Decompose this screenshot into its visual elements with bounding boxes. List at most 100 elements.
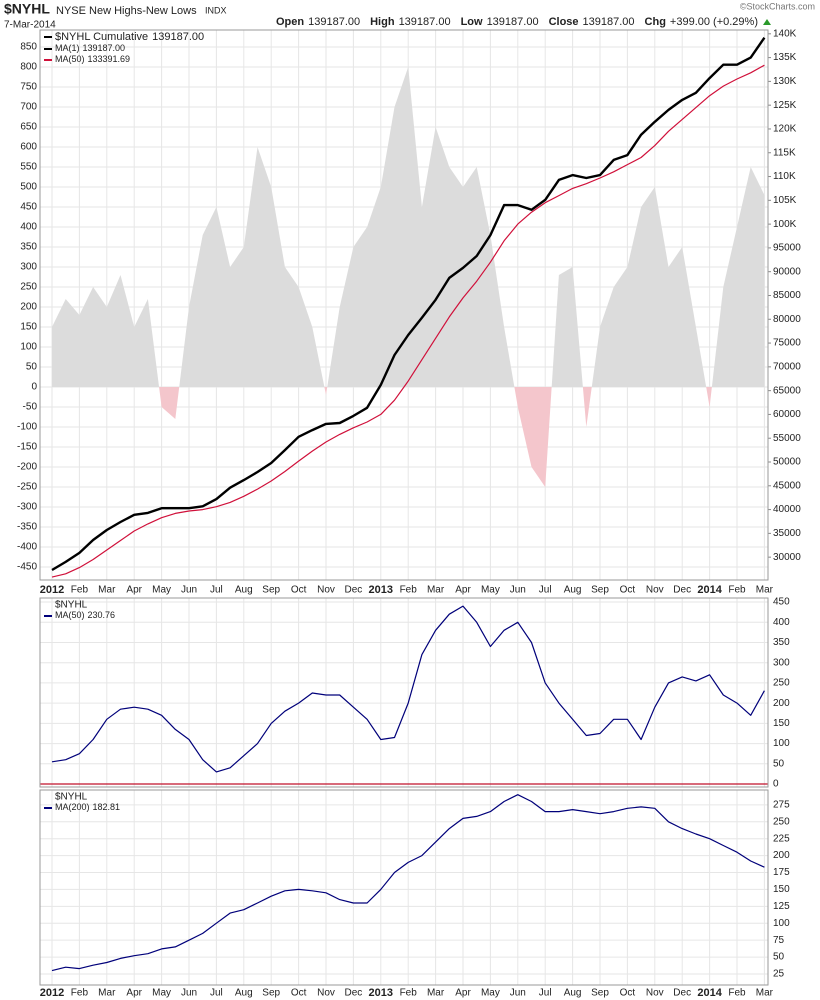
legend-entry: MA(1) 139187.00	[55, 43, 125, 53]
y-tick-label: 250	[773, 678, 790, 689]
legend-entry: MA(50) 133391.69	[55, 54, 130, 64]
y-tick-label: 250	[773, 816, 790, 827]
y-tick-label: -300	[17, 502, 37, 513]
x-tick-label: Nov	[317, 585, 335, 596]
quote-label: Close	[549, 16, 579, 28]
panel-frame	[39, 597, 769, 788]
x-tick-label: Nov	[317, 988, 335, 999]
credit: ©StockCharts.com	[740, 1, 815, 11]
x-tick-label: Oct	[291, 988, 307, 999]
y2-tick-label: 130K	[773, 76, 797, 87]
x-tick-label: Feb	[71, 988, 89, 999]
y-tick-label: -200	[17, 462, 37, 473]
y-tick-label: 275	[773, 800, 790, 811]
y2-tick-label: 50000	[773, 457, 801, 468]
y-tick-label: 100	[773, 918, 790, 929]
y-tick-label: -450	[17, 562, 37, 573]
y2-tick-label: 70000	[773, 361, 801, 372]
panel-frame	[39, 29, 769, 581]
x-tick-label: Oct	[291, 585, 307, 596]
y-tick-label: 550	[20, 162, 37, 173]
x-tick-label: Aug	[235, 988, 253, 999]
up-arrow	[763, 19, 771, 25]
y-tick-label: 125	[773, 901, 790, 912]
quote-value: 139187.00	[583, 16, 635, 28]
x-tick-label: 2014	[697, 987, 722, 999]
y2-tick-label: 55000	[773, 433, 801, 444]
exchange: INDX	[205, 5, 227, 15]
y-tick-label: 50	[773, 952, 785, 963]
y-tick-label: 650	[20, 122, 37, 133]
x-tick-label: 2013	[369, 584, 393, 596]
y2-tick-label: 120K	[773, 124, 797, 135]
x-tick-label: Dec	[673, 988, 691, 999]
y-tick-label: 200	[773, 850, 790, 861]
x-tick-label: Jul	[539, 988, 552, 999]
y2-tick-label: 30000	[773, 552, 801, 563]
x-tick-label: Jun	[181, 585, 197, 596]
legend-name: MA(200)	[55, 802, 90, 812]
x-tick-label: Jul	[210, 585, 223, 596]
x-tick-label: Dec	[345, 988, 363, 999]
legend-entry: MA(50) 230.76	[55, 610, 115, 620]
y2-tick-label: 45000	[773, 480, 801, 491]
x-tick-label: Mar	[756, 585, 774, 596]
y-tick-label: 350	[20, 242, 37, 253]
y-tick-label: 450	[773, 597, 790, 608]
panel-title: $NYHL	[55, 792, 88, 803]
quote: Open 139187.00 High 139187.00 Low 139187.00 Cl…	[276, 16, 758, 28]
x-tick-label: May	[481, 585, 500, 596]
y-tick-label: 400	[20, 222, 37, 233]
y-tick-label: 0	[31, 382, 37, 393]
x-tick-label: Apr	[126, 585, 142, 596]
y-tick-label: 175	[773, 867, 790, 878]
x-tick-label: 2013	[369, 987, 393, 999]
x-tick-label: 2014	[697, 584, 722, 596]
x-tick-label: Jun	[510, 988, 526, 999]
x-tick-label: Mar	[98, 585, 116, 596]
line	[51, 64, 765, 578]
panel-frame	[39, 789, 769, 986]
legend-name: MA(50)	[55, 610, 85, 620]
panel-background	[40, 598, 768, 787]
quote-label: Chg	[645, 16, 666, 28]
y-tick-label: 150	[20, 322, 37, 333]
y-tick-label: 50	[773, 758, 785, 769]
x-tick-label: May	[152, 585, 171, 596]
x-tick-label: Aug	[235, 585, 253, 596]
y2-tick-label: 75000	[773, 338, 801, 349]
symbol: $NYHL	[4, 1, 50, 17]
y-tick-label: 850	[20, 42, 37, 53]
y2-tick-label: 35000	[773, 528, 801, 539]
quote-label: Open	[276, 16, 304, 28]
y2-tick-label: 110K	[773, 171, 796, 182]
quote-value: 139187.00	[308, 16, 360, 28]
y-tick-label: 50	[26, 362, 38, 373]
x-tick-label: Sep	[591, 585, 609, 596]
y2-tick-label: 105K	[773, 195, 797, 206]
y-tick-label: 225	[773, 833, 790, 844]
x-tick-label: Dec	[673, 585, 691, 596]
x-tick-label: Mar	[756, 988, 774, 999]
legend-value: 182.81	[93, 802, 121, 812]
y-tick-label: 350	[773, 637, 790, 648]
y-tick-label: 150	[773, 884, 790, 895]
y2-tick-label: 80000	[773, 314, 801, 325]
x-tick-label: Oct	[620, 585, 636, 596]
x-tick-label: Sep	[262, 988, 280, 999]
y-tick-label: 500	[20, 182, 37, 193]
x-tick-label: Sep	[262, 585, 280, 596]
x-tick-label: Jul	[210, 988, 223, 999]
y2-tick-label: 95000	[773, 243, 801, 254]
y-tick-label: 0	[773, 779, 779, 790]
x-tick-label: Oct	[620, 988, 636, 999]
legend-value: 230.76	[88, 610, 116, 620]
legend-value: 133391.69	[88, 54, 131, 64]
y2-tick-label: 135K	[773, 52, 797, 63]
y-tick-label: 25	[773, 969, 785, 980]
x-tick-label: Jun	[510, 585, 526, 596]
y-tick-label: -250	[17, 482, 37, 493]
y-tick-label: 600	[20, 142, 37, 153]
